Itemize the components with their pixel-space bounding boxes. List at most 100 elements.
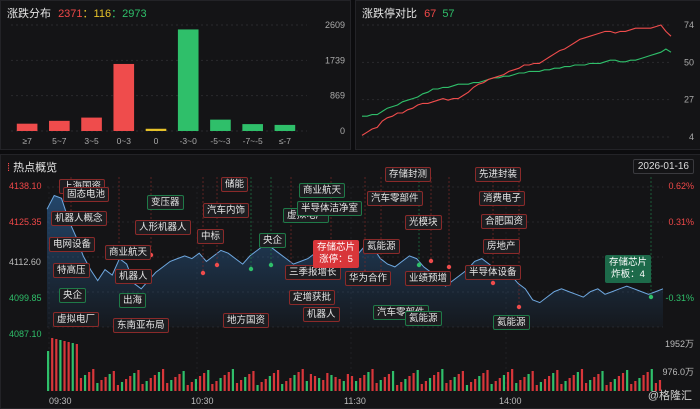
volume-bar (433, 375, 436, 391)
hot-red-badge[interactable]: 存储芯片 涨停：5 (313, 240, 360, 268)
volume-bar (227, 372, 230, 391)
tag-2[interactable]: 固态电池 (63, 187, 110, 202)
volume-bar (186, 385, 189, 391)
tag-21[interactable]: 半导体洁净室 (297, 201, 363, 216)
volume-bar (194, 379, 198, 391)
volume-bar (449, 380, 452, 391)
distribution-panel: 涨跌分布 2371：116：2973 2609 1739 869 0 ≥7 5~7 3~5 0… (0, 0, 351, 150)
volume-bar (161, 369, 165, 391)
date-picker[interactable]: 2026-01-16 (632, 159, 694, 174)
tag-11[interactable]: 东南亚布局 (113, 318, 169, 333)
dist-xtick: -7~-5 (243, 136, 263, 146)
distribution-title: 涨跌分布 2371：116：2973 (7, 8, 147, 20)
volume-bar (453, 377, 456, 391)
tag-32[interactable]: 氦能源 (405, 311, 442, 326)
limit-down-count: 57 (442, 8, 455, 20)
volume-bar (55, 339, 58, 391)
left-axis-0: 4138.10 (9, 181, 42, 191)
tag-22[interactable]: 三季报增长 (285, 265, 341, 280)
dist-ytick: 0 (340, 126, 345, 136)
tag-3[interactable]: 机器人概念 (51, 211, 107, 226)
volume-bar (293, 375, 296, 391)
hot-title: ⁞ 热点概览 (7, 162, 58, 174)
volume-bar (490, 384, 493, 391)
tag-15[interactable]: 储能 (221, 177, 249, 192)
tag-19[interactable]: 商业航天 (299, 183, 346, 198)
tag-34[interactable]: 消费电子 (479, 191, 526, 206)
tag-18[interactable]: 地方国资 (223, 313, 270, 328)
dist-xtick: 0~3 (117, 136, 132, 146)
tag-6[interactable]: 特高压 (53, 263, 90, 278)
tag-38[interactable]: 氦能源 (493, 315, 530, 330)
tag-24[interactable]: 机器人 (303, 307, 340, 322)
volume-bar (568, 378, 571, 391)
volume-bar (309, 374, 313, 391)
tag-37[interactable]: 半导体设备 (465, 265, 521, 280)
volume-bar (482, 373, 485, 391)
tag-29[interactable]: 光模块 (405, 215, 442, 230)
volume-bar (112, 371, 115, 391)
volume-bar (437, 372, 440, 391)
tag-14[interactable]: 中标 (197, 229, 225, 244)
volume-bar (276, 370, 280, 391)
limit-ytick: 4 (689, 132, 694, 142)
limit-title: 涨跌停对比 67 57 (362, 8, 455, 20)
volume-bar (424, 381, 428, 391)
tag-17[interactable]: 央企 (259, 233, 287, 248)
tag-27[interactable]: 存储封测 (385, 167, 432, 182)
marker-dot (446, 264, 452, 270)
volume-bar (182, 371, 185, 391)
tag-5[interactable]: 商业航天 (105, 245, 152, 260)
dist-xtick: ≤-7 (279, 136, 291, 146)
limit-panel: 涨跌停对比 67 57 74 50 27 4 (355, 0, 700, 150)
hot-green-badge[interactable]: 存储芯片 炸板：4 (605, 255, 652, 283)
volume-bar (359, 378, 362, 391)
watermark: @格隆汇 (647, 390, 692, 402)
tag-30[interactable]: 业绩预增 (405, 271, 452, 286)
tag-26[interactable]: 华为合作 (345, 271, 392, 286)
tag-28[interactable]: 汽车零部件 (367, 191, 423, 206)
tag-12[interactable]: 变压器 (147, 195, 184, 210)
volume-bar (658, 380, 662, 391)
volume-bar (207, 370, 210, 391)
volume-bar (461, 371, 464, 391)
volume-bar (355, 381, 358, 391)
tag-7[interactable]: 央企 (59, 288, 87, 303)
left-axis-3: 4099.85 (9, 293, 42, 303)
dist-ytick: 869 (330, 91, 345, 101)
volume-bar (137, 370, 140, 391)
tag-25[interactable]: 氦能源 (363, 239, 400, 254)
volume-bar (511, 369, 514, 391)
volume-bar (572, 375, 575, 391)
volume-bar (445, 383, 448, 391)
volume-bar (67, 342, 70, 391)
volume-bar (650, 369, 653, 391)
volume-bar (153, 375, 156, 391)
tag-4[interactable]: 电网设备 (49, 237, 96, 252)
tag-13[interactable]: 人形机器人 (135, 220, 191, 235)
limit-ytick: 74 (684, 20, 694, 30)
volume-bar (129, 376, 132, 391)
volume-bar (297, 372, 300, 391)
volume-bar (506, 372, 510, 391)
tag-33[interactable]: 先进封装 (475, 167, 522, 182)
tag-36[interactable]: 房地产 (483, 239, 520, 254)
volume-bar (531, 371, 534, 391)
volume-bar (428, 378, 432, 391)
volume-bar (108, 374, 111, 391)
tag-23[interactable]: 定增获批 (289, 290, 336, 305)
tag-35[interactable]: 合肥国资 (481, 214, 528, 229)
tag-16[interactable]: 汽车内饰 (203, 203, 250, 218)
tag-8[interactable]: 虚拟电厂 (53, 312, 100, 327)
volume-bar (116, 385, 120, 391)
volume-bar (268, 376, 271, 391)
volume-bar (125, 379, 128, 391)
dist-bar (177, 29, 199, 132)
tag-9[interactable]: 机器人 (115, 269, 152, 284)
hot-flame-icon: ⁞ (7, 162, 14, 174)
volume-bar (104, 377, 107, 391)
volume-bar (289, 378, 292, 391)
volume-bar (120, 382, 124, 391)
tag-10[interactable]: 出海 (119, 293, 147, 308)
volume-bar (478, 376, 481, 391)
